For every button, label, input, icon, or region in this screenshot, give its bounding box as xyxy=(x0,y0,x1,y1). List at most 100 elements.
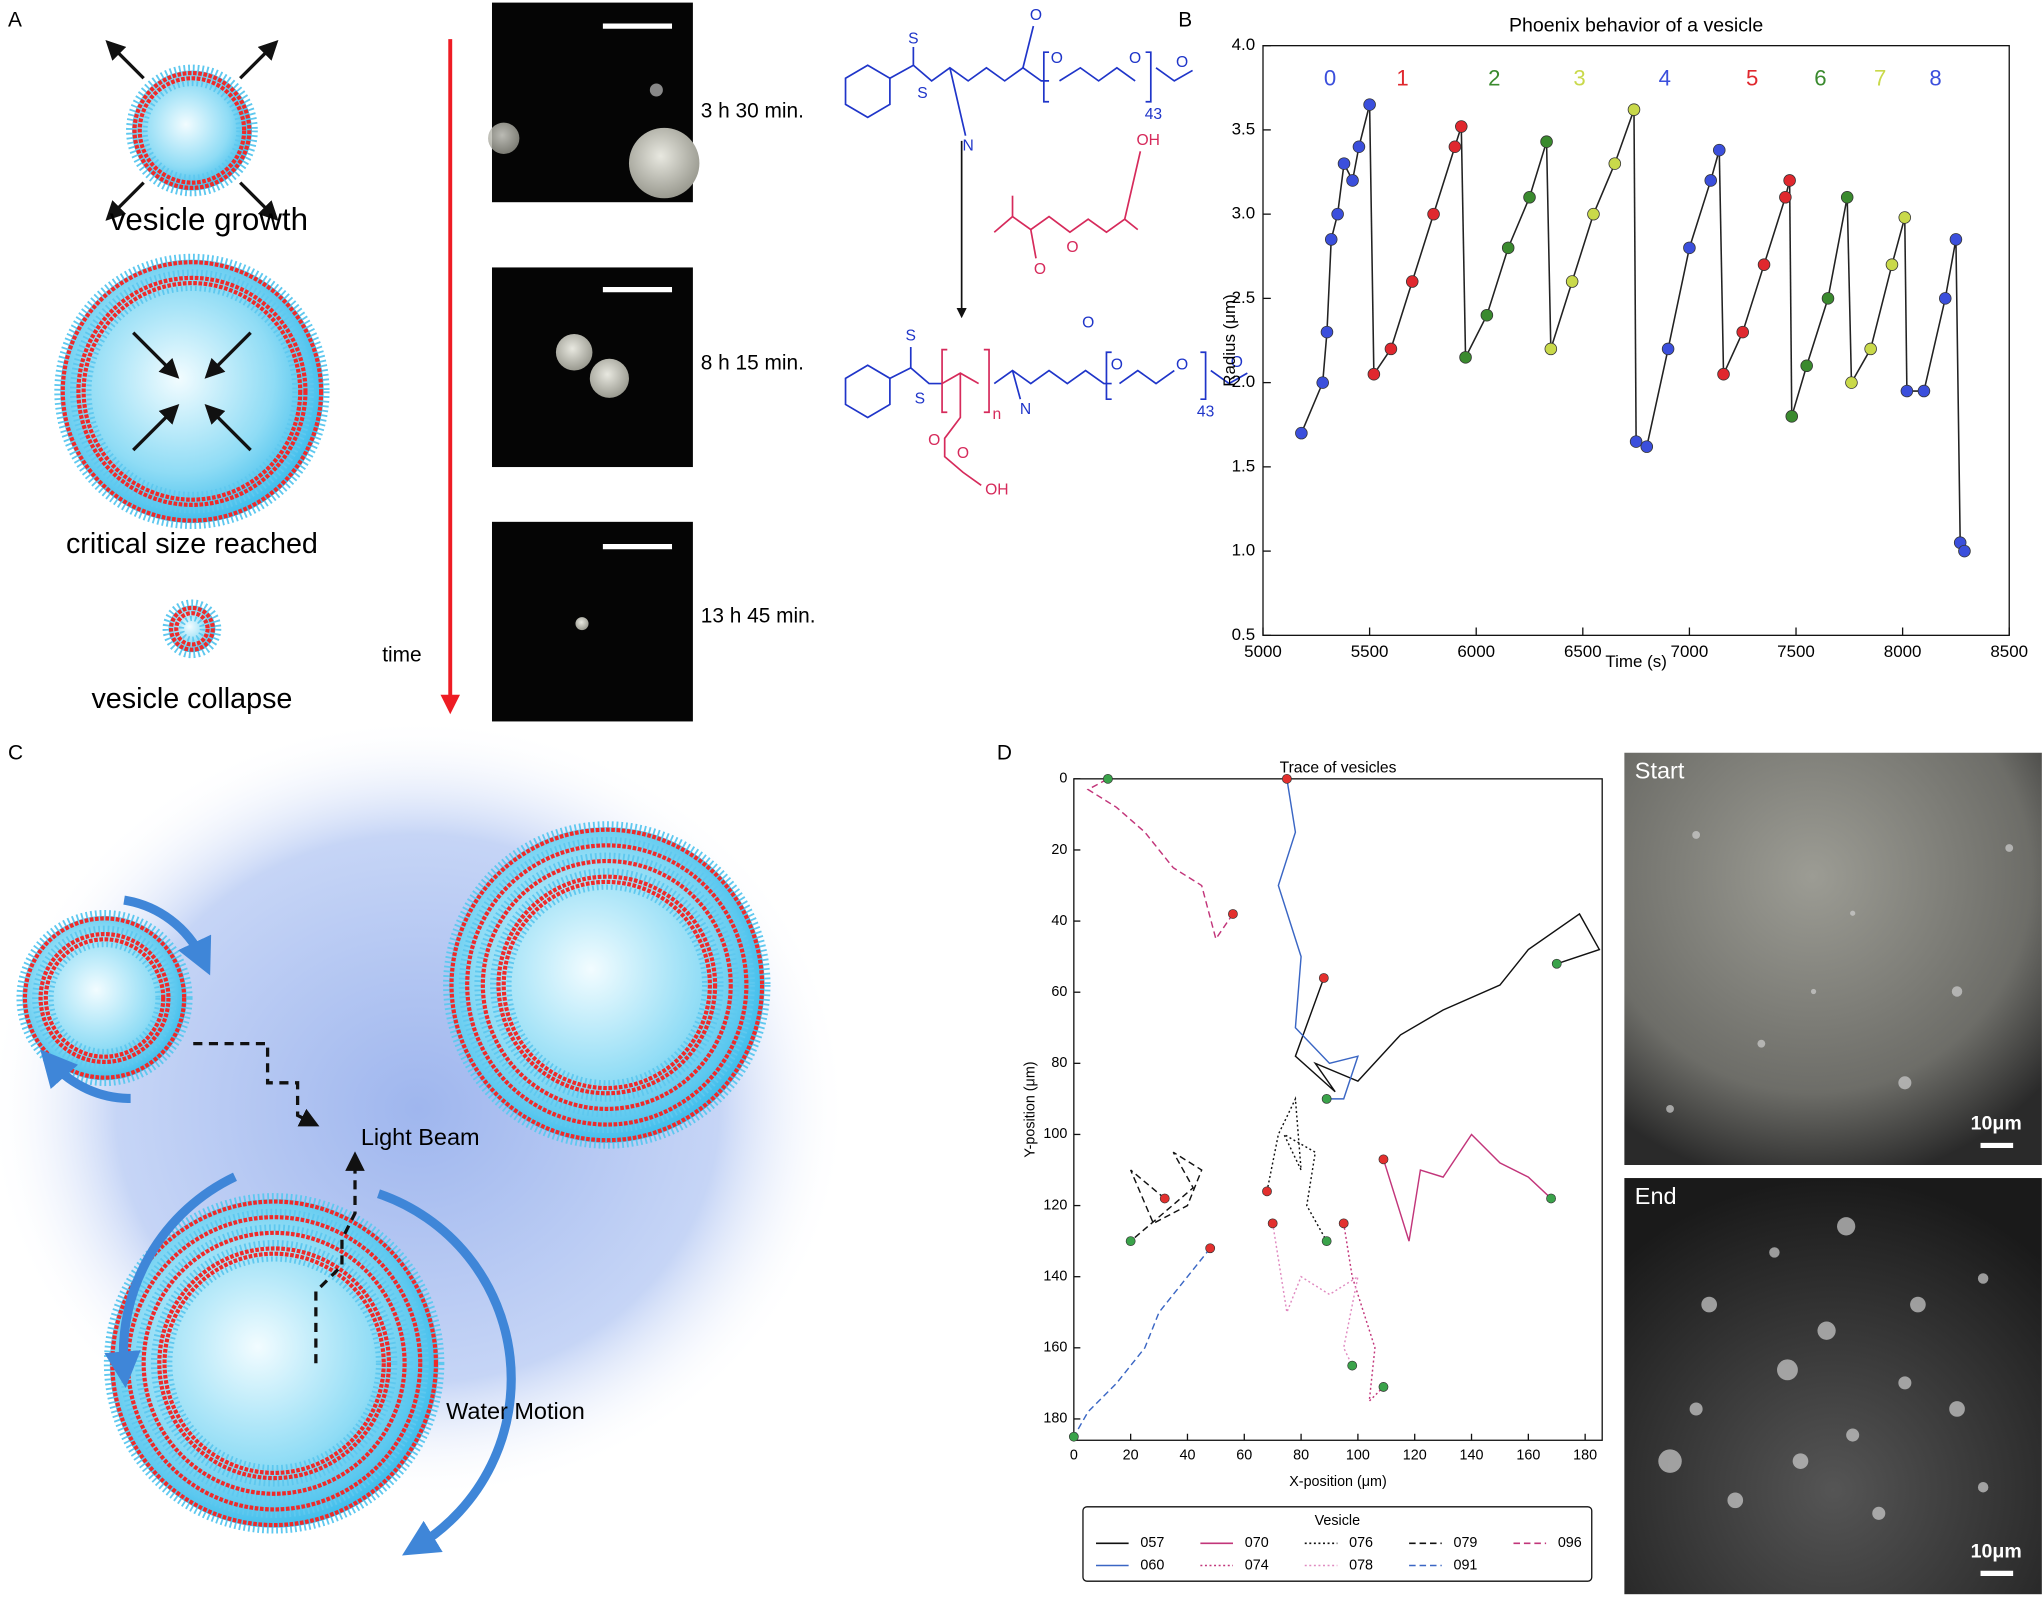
vesicle-spot xyxy=(1727,1492,1744,1509)
data-point xyxy=(1629,435,1643,448)
x-tick-label: 6500 xyxy=(1564,642,1602,661)
lipid-heads xyxy=(43,937,166,1059)
annotation: Light Beam xyxy=(361,1124,480,1150)
end-point xyxy=(1546,1193,1556,1204)
lipid-tails xyxy=(458,836,755,1134)
start-point xyxy=(1262,1186,1272,1197)
flow-arrow xyxy=(104,1172,237,1389)
bond xyxy=(1059,66,1136,82)
x-tick-label: 100 xyxy=(1346,1448,1370,1464)
x-tick-label: 5000 xyxy=(1244,642,1282,661)
bond xyxy=(1011,370,1022,400)
atom: O xyxy=(1034,261,1046,278)
data-point xyxy=(1455,120,1468,133)
vesicle-spot xyxy=(1872,1506,1886,1520)
vesicle-image xyxy=(575,617,589,631)
panel-label: D xyxy=(997,742,1012,765)
step-label: vesicle collapse xyxy=(91,683,292,715)
data-point xyxy=(1704,174,1718,187)
data-point xyxy=(1785,410,1799,423)
y-tick-label: 2.5 xyxy=(1232,288,1256,307)
lipid-tails xyxy=(103,1193,445,1534)
cycle-label: 3 xyxy=(1573,65,1585,90)
legend-label: 070 xyxy=(1245,1535,1269,1551)
collapse-line xyxy=(1368,104,1375,375)
step-label: vesicle growth xyxy=(110,202,308,237)
start-point xyxy=(1228,909,1238,919)
timepoint: 13 h 45 min. xyxy=(701,605,816,628)
end-point xyxy=(1551,958,1562,969)
bracket xyxy=(1145,51,1152,103)
y-tick-label: 0.5 xyxy=(1232,625,1256,644)
atom: 43 xyxy=(1145,106,1163,123)
vesicle-spot xyxy=(1977,1273,1989,1284)
lipid-heads xyxy=(480,858,733,1111)
atom: n xyxy=(993,406,1002,423)
cycle-label: 2 xyxy=(1488,65,1500,90)
y-tick-label: 120 xyxy=(1043,1197,1067,1213)
lipid-tails xyxy=(490,868,724,1102)
image-label: Start xyxy=(1635,758,1685,784)
y-tick-label: 60 xyxy=(1051,984,1067,1000)
data-point xyxy=(1640,440,1654,453)
data-point xyxy=(1683,241,1696,255)
panel-label: A xyxy=(8,8,22,31)
lipid-heads xyxy=(157,1246,392,1481)
micrograph xyxy=(491,521,693,722)
data-point xyxy=(1316,376,1329,389)
data-point xyxy=(1540,135,1553,148)
trace xyxy=(1277,778,1359,1100)
bracket xyxy=(941,348,948,414)
bond xyxy=(993,369,1112,385)
panel-a: vesicle growth critical size reached ves… xyxy=(54,2,1248,722)
lipid-heads xyxy=(141,1230,407,1496)
atom: O xyxy=(1111,356,1123,373)
x-tick-label: 7000 xyxy=(1671,642,1709,661)
data-point xyxy=(1501,241,1515,255)
y-axis-label: Radius (μm) xyxy=(1220,294,1239,387)
panel-label: C xyxy=(8,742,23,765)
y-tick-label: 3.5 xyxy=(1232,119,1256,138)
radius-line xyxy=(1373,126,1463,375)
chart-title: Phoenix behavior of a vesicle xyxy=(1509,14,1763,36)
vesicle-spot xyxy=(1769,1247,1780,1258)
collapse-line xyxy=(1788,180,1793,417)
start-point xyxy=(1205,1243,1216,1254)
data-point xyxy=(1757,258,1771,271)
vesicle-image xyxy=(628,127,700,199)
legend-label: 076 xyxy=(1349,1535,1373,1551)
lipid-tails xyxy=(54,253,330,530)
lipid-heads xyxy=(81,281,303,502)
x-tick-label: 8000 xyxy=(1884,642,1922,661)
micrograph xyxy=(1624,752,2042,1166)
vesicle-spot xyxy=(1898,1376,1912,1390)
collapse-line xyxy=(1903,217,1908,392)
atom: S xyxy=(908,30,918,47)
y-axis-label: Y-position (μm) xyxy=(1023,1061,1039,1157)
lipid-heads xyxy=(162,1251,386,1475)
lipid-heads xyxy=(22,916,187,1080)
lipid-heads xyxy=(60,260,324,523)
lipid-heads xyxy=(132,70,252,190)
cycle-label: 8 xyxy=(1929,65,1941,90)
x-tick-label: 8500 xyxy=(1990,642,2028,661)
data-point xyxy=(1845,376,1858,389)
lipid-tails xyxy=(167,1256,382,1471)
collapse-line xyxy=(1718,150,1725,375)
data-point xyxy=(1661,342,1675,356)
start-point xyxy=(1378,1154,1389,1165)
y-tick-label: 1.5 xyxy=(1232,456,1256,475)
lipid-tails xyxy=(32,925,177,1071)
annotation: Water Motion xyxy=(446,1398,585,1424)
panel-c: Light Beam Water Motion xyxy=(0,717,849,1556)
lipid-heads xyxy=(168,605,215,652)
collapse-line xyxy=(1460,126,1467,358)
atom: S xyxy=(906,328,916,345)
radius-line xyxy=(1722,180,1791,375)
x-tick-label: 6000 xyxy=(1457,642,1495,661)
y-tick-label: 80 xyxy=(1051,1055,1067,1071)
end-point xyxy=(1321,1236,1332,1247)
legend-label: 074 xyxy=(1245,1557,1269,1573)
vesicle-spot xyxy=(1792,1453,1809,1469)
ring xyxy=(844,364,891,419)
